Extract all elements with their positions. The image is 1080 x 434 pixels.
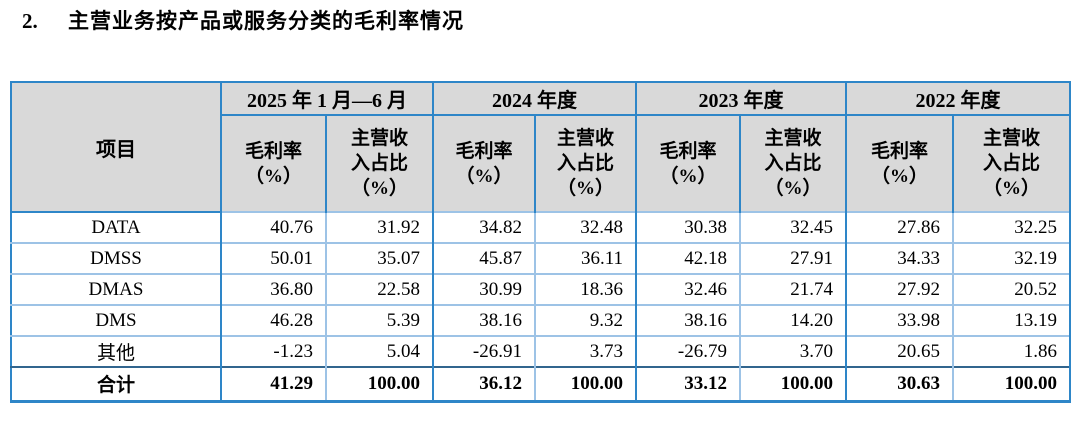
section-title: 主营业务按产品或服务分类的毛利率情况 bbox=[68, 9, 464, 33]
header-row-metrics: 毛利率 （%） 主营收 入占比 （%） 毛利率 （%） 主营收 入占比 （%） … bbox=[11, 115, 1071, 213]
cell-value: 46.28 bbox=[221, 304, 327, 337]
period-header-2023: 2023 年度 bbox=[636, 82, 847, 117]
cell-value: 32.25 bbox=[953, 211, 1071, 244]
table-row-dms: DMS 46.28 5.39 38.16 9.32 38.16 14.20 33… bbox=[11, 304, 1071, 337]
cell-value: 32.45 bbox=[740, 211, 847, 244]
cell-value: -26.79 bbox=[636, 335, 741, 368]
cell-value: 100.00 bbox=[740, 366, 847, 402]
cell-value: 38.16 bbox=[433, 304, 536, 337]
cell-value: 100.00 bbox=[953, 366, 1071, 402]
cell-value: 22.58 bbox=[326, 273, 434, 306]
cell-value: 9.32 bbox=[535, 304, 637, 337]
period-header-2025h1: 2025 年 1 月—6 月 bbox=[221, 82, 434, 117]
row-item-label: DMSS bbox=[11, 242, 222, 275]
cell-value: 30.63 bbox=[846, 366, 954, 402]
metric-header-share: 主营收 入占比 （%） bbox=[953, 115, 1071, 213]
cell-value: 38.16 bbox=[636, 304, 741, 337]
metric-header-margin: 毛利率 （%） bbox=[636, 115, 741, 213]
metric-header-margin: 毛利率 （%） bbox=[846, 115, 954, 213]
cell-value: 3.73 bbox=[535, 335, 637, 368]
metric-header-margin: 毛利率 （%） bbox=[433, 115, 536, 213]
table-row-other: 其他 -1.23 5.04 -26.91 3.73 -26.79 3.70 20… bbox=[11, 335, 1071, 368]
cell-value: 36.11 bbox=[535, 242, 637, 275]
row-item-label: 合计 bbox=[11, 366, 222, 402]
cell-value: 30.99 bbox=[433, 273, 536, 306]
header-row-periods: 项目 2025 年 1 月—6 月 2024 年度 2023 年度 2022 年… bbox=[11, 82, 1071, 214]
cell-value: 31.92 bbox=[326, 211, 434, 244]
cell-value: 36.12 bbox=[433, 366, 536, 402]
cell-value: 3.70 bbox=[740, 335, 847, 368]
gross-margin-table: 项目 2025 年 1 月—6 月 2024 年度 2023 年度 2022 年… bbox=[10, 81, 1071, 403]
cell-value: -26.91 bbox=[433, 335, 536, 368]
table-row-total: 合计 41.29 100.00 36.12 100.00 33.12 100.0… bbox=[11, 366, 1071, 402]
cell-value: 100.00 bbox=[535, 366, 637, 402]
cell-value: 13.19 bbox=[953, 304, 1071, 337]
cell-value: 34.33 bbox=[846, 242, 954, 275]
row-item-label: DMS bbox=[11, 304, 222, 337]
row-item-label: 其他 bbox=[11, 335, 222, 368]
metric-header-share: 主营收 入占比 （%） bbox=[535, 115, 637, 213]
cell-value: 20.65 bbox=[846, 335, 954, 368]
table-row-data: DATA 40.76 31.92 34.82 32.48 30.38 32.45… bbox=[11, 211, 1071, 244]
cell-value: 100.00 bbox=[326, 366, 434, 402]
cell-value: 33.98 bbox=[846, 304, 954, 337]
cell-value: 45.87 bbox=[433, 242, 536, 275]
cell-value: -1.23 bbox=[221, 335, 327, 368]
row-item-label: DMAS bbox=[11, 273, 222, 306]
cell-value: 27.91 bbox=[740, 242, 847, 275]
cell-value: 20.52 bbox=[953, 273, 1071, 306]
cell-value: 34.82 bbox=[433, 211, 536, 244]
cell-value: 41.29 bbox=[221, 366, 327, 402]
cell-value: 14.20 bbox=[740, 304, 847, 337]
cell-value: 21.74 bbox=[740, 273, 847, 306]
cell-value: 50.01 bbox=[221, 242, 327, 275]
section-heading: 2. 主营业务按产品或服务分类的毛利率情况 bbox=[0, 0, 1080, 34]
period-header-2022: 2022 年度 bbox=[846, 82, 1071, 117]
cell-value: 1.86 bbox=[953, 335, 1071, 368]
cell-value: 32.46 bbox=[636, 273, 741, 306]
cell-value: 27.92 bbox=[846, 273, 954, 306]
section-number: 2. bbox=[22, 9, 38, 33]
cell-value: 30.38 bbox=[636, 211, 741, 244]
cell-value: 32.48 bbox=[535, 211, 637, 244]
cell-value: 27.86 bbox=[846, 211, 954, 244]
cell-value: 5.04 bbox=[326, 335, 434, 368]
cell-value: 42.18 bbox=[636, 242, 741, 275]
cell-value: 18.36 bbox=[535, 273, 637, 306]
cell-value: 36.80 bbox=[221, 273, 327, 306]
column-header-item: 项目 bbox=[11, 82, 222, 214]
metric-header-share: 主营收 入占比 （%） bbox=[326, 115, 434, 213]
metric-header-margin: 毛利率 （%） bbox=[221, 115, 327, 213]
cell-value: 5.39 bbox=[326, 304, 434, 337]
cell-value: 35.07 bbox=[326, 242, 434, 275]
row-item-label: DATA bbox=[11, 211, 222, 244]
table-row-dmas: DMAS 36.80 22.58 30.99 18.36 32.46 21.74… bbox=[11, 273, 1071, 306]
cell-value: 33.12 bbox=[636, 366, 741, 402]
cell-value: 40.76 bbox=[221, 211, 327, 244]
cell-value: 32.19 bbox=[953, 242, 1071, 275]
period-header-2024: 2024 年度 bbox=[433, 82, 637, 117]
metric-header-share: 主营收 入占比 （%） bbox=[740, 115, 847, 213]
table-row-dmss: DMSS 50.01 35.07 45.87 36.11 42.18 27.91… bbox=[11, 242, 1071, 275]
